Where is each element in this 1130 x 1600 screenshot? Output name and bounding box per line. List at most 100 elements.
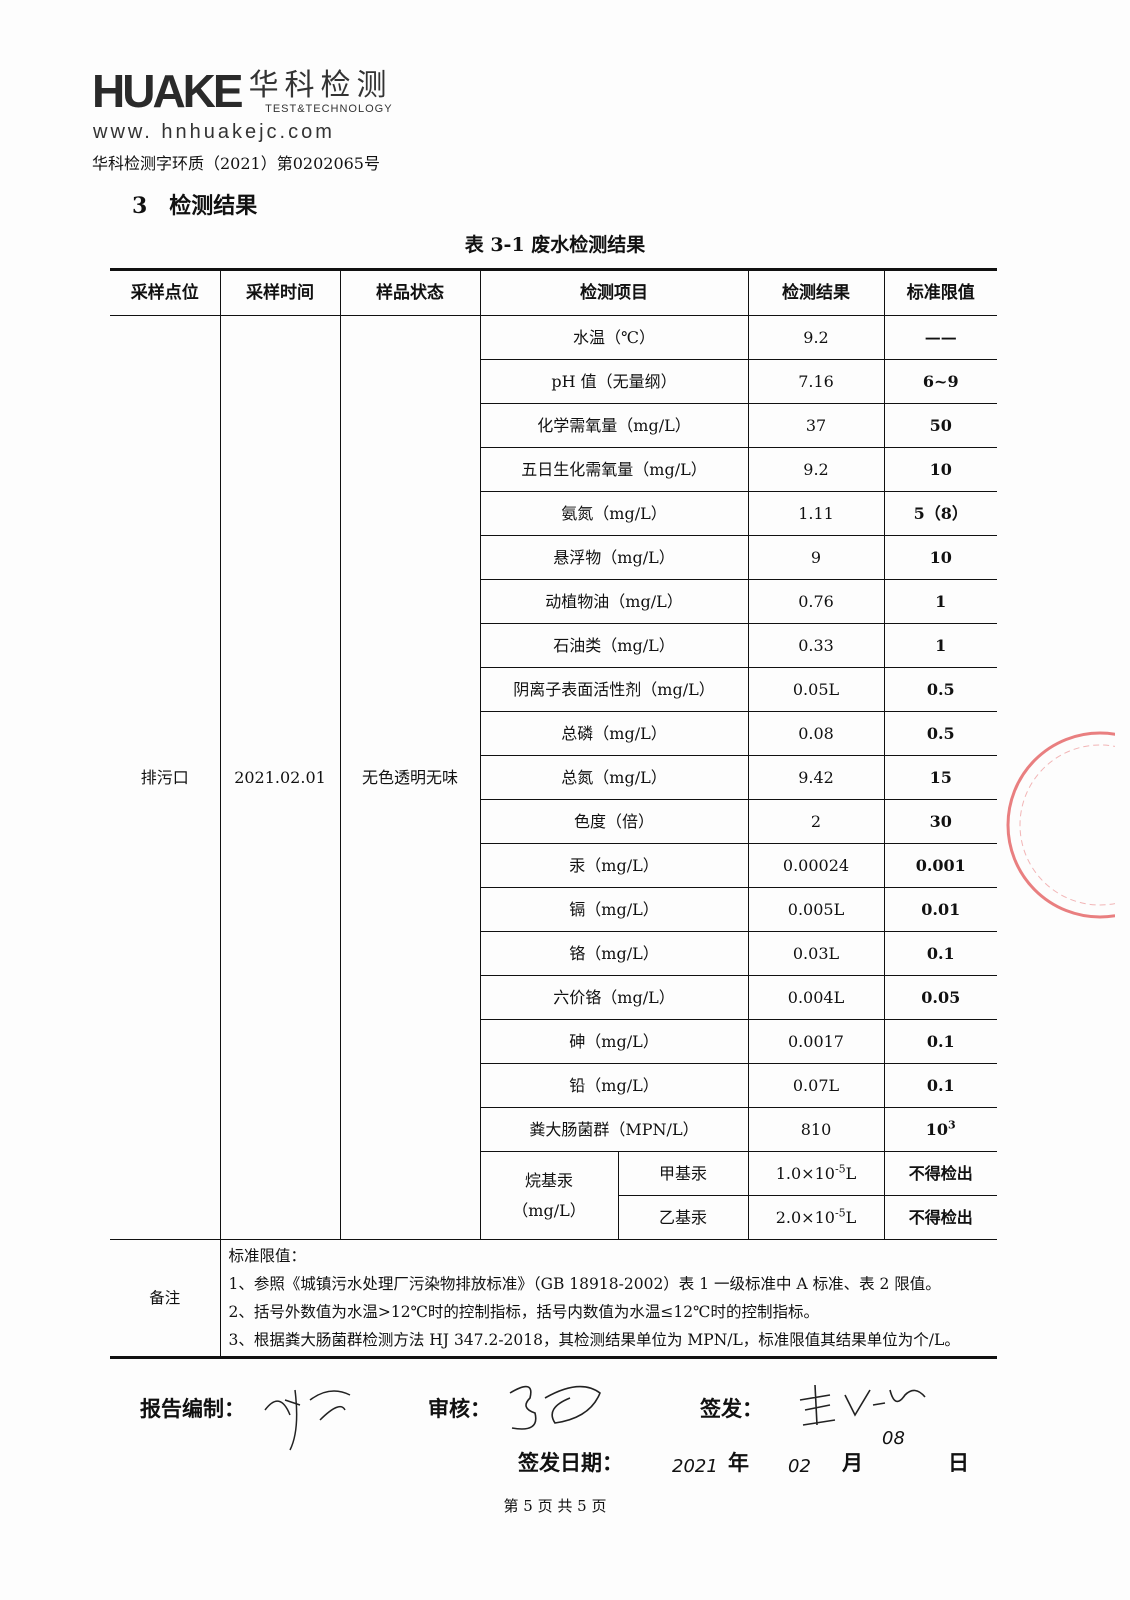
- compiler-signature: [264, 1389, 351, 1451]
- year-unit: 年: [728, 1450, 749, 1475]
- table-row: 阴离子表面活性剂（mg/L） 0.05L 0.5: [110, 667, 997, 712]
- col-header: 样品状态: [339, 268, 481, 316]
- table-row: 氨氮（mg/L） 1.11 5（8）: [110, 491, 997, 536]
- test-result: 0.33: [747, 623, 885, 668]
- alkylmercury-unit: （mg/L）: [512, 1200, 586, 1220]
- table-row: 砷（mg/L） 0.0017 0.1: [110, 1019, 997, 1064]
- standard-limit: 不得检出: [883, 1151, 997, 1196]
- test-result: 1.11: [747, 491, 885, 536]
- table-row: 动植物油（mg/L） 0.76 1: [110, 579, 997, 624]
- standard-limit: 10: [883, 447, 997, 492]
- standard-limit: 0.1: [883, 931, 997, 976]
- alkylmercury-label: 烷基汞 （mg/L）: [479, 1151, 619, 1240]
- notes-heading: 标准限值：: [228, 1247, 307, 1265]
- notes-row: 备注 标准限值： 1、参照《城镇污水处理厂污染物排放标准》（GB 18918-200…: [110, 1239, 997, 1359]
- test-item: 总磷（mg/L）: [479, 711, 749, 756]
- test-result: 9.2: [747, 315, 885, 360]
- review-label: 审核：: [428, 1396, 491, 1421]
- standard-limit: 0.01: [883, 887, 997, 932]
- standard-limit: 15: [883, 755, 997, 800]
- col-header: 检测结果: [747, 268, 885, 316]
- page-footer: 第 5 页 共 5 页: [503, 1497, 607, 1515]
- table-row: 烷基汞 （mg/L） 甲基汞 1.0×10-5L 不得检出: [110, 1151, 997, 1240]
- table-row: 悬浮物（mg/L） 9 10: [110, 535, 997, 580]
- standard-limit: 1: [883, 623, 997, 668]
- test-result: 2.0×10-5L: [747, 1195, 885, 1240]
- test-item: 砷（mg/L）: [479, 1019, 749, 1064]
- sub-item: 乙基汞: [617, 1195, 749, 1240]
- limit-exp: 3: [948, 1118, 956, 1132]
- test-item: 汞（mg/L）: [479, 843, 749, 888]
- standard-limit: 0.001: [883, 843, 997, 888]
- col-header: 检测项目: [479, 268, 749, 316]
- test-item: 氨氮（mg/L）: [479, 491, 749, 536]
- sub-item: 甲基汞: [617, 1151, 749, 1196]
- standard-limit: 0.1: [883, 1063, 997, 1108]
- test-result: 0.76: [747, 579, 885, 624]
- test-item: 悬浮物（mg/L）: [479, 535, 749, 580]
- sample-state: 无色透明无味: [339, 315, 481, 1240]
- test-result: 0.00024: [747, 843, 885, 888]
- header-row: 采样点位 采样时间 样品状态 检测项目 检测结果 标准限值: [110, 268, 997, 316]
- standard-limit: 不得检出: [883, 1195, 997, 1240]
- result-base: 2.0×10: [775, 1207, 835, 1227]
- test-item: 五日生化需氧量（mg/L）: [479, 447, 749, 492]
- standard-limit: 0.5: [883, 711, 997, 756]
- huake-logo: HUAKE 华科检测 TEST&TECHNOLOGY: [92, 66, 393, 116]
- test-result: 0.07L: [747, 1063, 885, 1108]
- date-month: 02: [788, 1456, 811, 1477]
- test-item: 铅（mg/L）: [479, 1063, 749, 1108]
- test-result: 7.16: [747, 359, 885, 404]
- logo-cn: 华科检测: [248, 68, 393, 103]
- section-title: 3 检测结果: [132, 193, 258, 219]
- test-result: 0.004L: [747, 975, 885, 1020]
- notes-content: 标准限值： 1、参照《城镇污水处理厂污染物排放标准》（GB 18918-2002）…: [219, 1239, 997, 1359]
- result-exp: -5: [834, 1162, 846, 1176]
- standard-limit: ——: [883, 315, 997, 360]
- test-result: 1.0×10-5L: [747, 1151, 885, 1196]
- date-year: 2021: [672, 1456, 718, 1477]
- test-result: 9.2: [747, 447, 885, 492]
- test-item: 总氮（mg/L）: [479, 755, 749, 800]
- standard-limit: 0.05: [883, 975, 997, 1020]
- date-label: 签发日期：: [518, 1450, 623, 1475]
- test-item: 粪大肠菌群（MPN/L）: [479, 1107, 749, 1152]
- test-item: pH 值（无量纲）: [479, 359, 749, 404]
- table-row: 五日生化需氧量（mg/L） 9.2 10: [110, 447, 997, 492]
- issue-label: 签发：: [700, 1396, 763, 1421]
- test-item: 动植物油（mg/L）: [479, 579, 749, 624]
- test-result: 0.0017: [747, 1019, 885, 1064]
- sample-location: 排污口: [110, 315, 221, 1240]
- test-result: 0.05L: [747, 667, 885, 712]
- test-result: 9: [747, 535, 885, 580]
- alkylmercury-name: 烷基汞: [524, 1170, 573, 1190]
- table-row: 总磷（mg/L） 0.08 0.5: [110, 711, 997, 756]
- standard-limit: 30: [883, 799, 997, 844]
- notes-label: 备注: [110, 1239, 221, 1359]
- test-item: 六价铬（mg/L）: [479, 975, 749, 1020]
- table-row: 六价铬（mg/L） 0.004L 0.05: [110, 975, 997, 1020]
- note-line: 3、根据粪大肠菌群检测方法 HJ 347.2-2018，其检测结果单位为 MPN…: [228, 1331, 960, 1349]
- logo-text: HUAKE: [92, 65, 244, 117]
- result-suffix: L: [845, 1163, 857, 1183]
- standard-limit: 50: [883, 403, 997, 448]
- table-row: 铬（mg/L） 0.03L 0.1: [110, 931, 997, 976]
- day-unit: 日: [948, 1450, 969, 1475]
- test-result: 9.42: [747, 755, 885, 800]
- table-title: 表 3-1 废水检测结果: [464, 234, 646, 256]
- standard-limit: 5（8）: [883, 491, 997, 536]
- test-result: 2: [747, 799, 885, 844]
- month-unit: 月: [842, 1450, 863, 1475]
- test-result: 0.08: [747, 711, 885, 756]
- test-result: 0.005L: [747, 887, 885, 932]
- sample-time: 2021.02.01: [219, 315, 341, 1240]
- website: www. hnhuakejc.com: [93, 121, 335, 143]
- standard-limit: 10: [883, 535, 997, 580]
- result-base: 1.0×10: [775, 1163, 835, 1183]
- limit-base: 10: [925, 1119, 949, 1139]
- table-row: 排污口 2021.02.01 无色透明无味 水温（℃） 9.2 ——: [110, 315, 997, 1240]
- test-item: 化学需氧量（mg/L）: [479, 403, 749, 448]
- col-header: 标准限值: [883, 268, 997, 316]
- note-line: 2、括号外数值为水温>12℃时的控制指标，括号内数值为水温≤12℃时的控制指标。: [228, 1303, 819, 1321]
